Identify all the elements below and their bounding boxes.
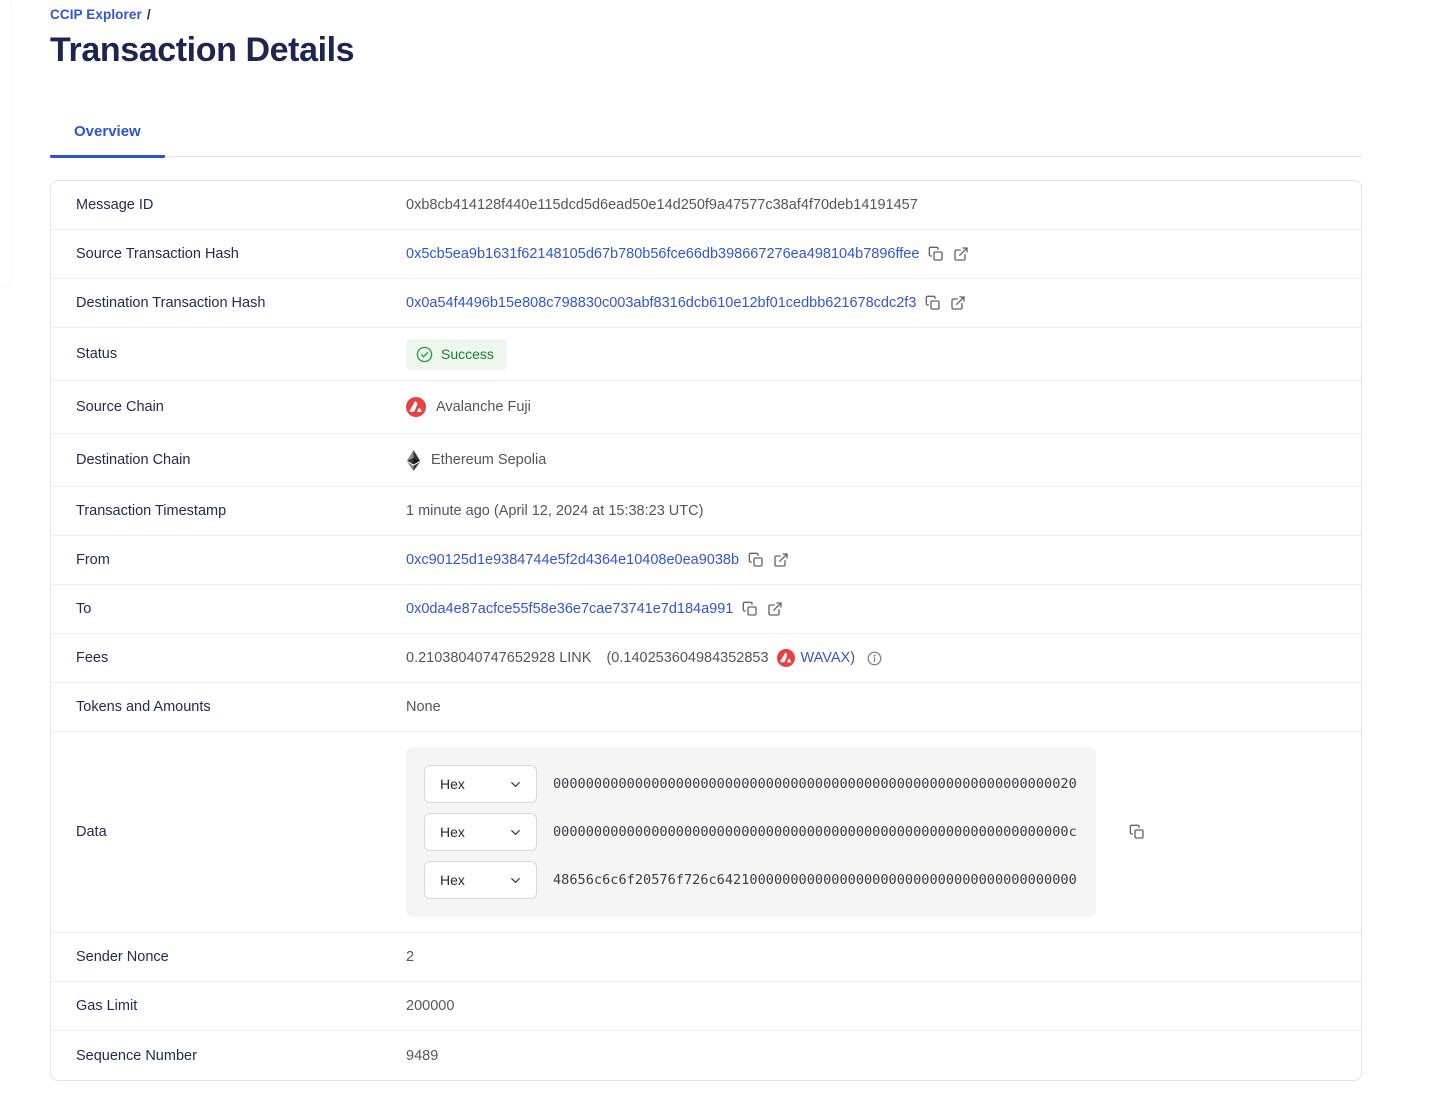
source-chain-name: Avalanche Fuji bbox=[436, 399, 531, 415]
copy-icon[interactable] bbox=[748, 552, 764, 568]
copy-icon[interactable] bbox=[928, 246, 944, 262]
hex-select-value: Hex bbox=[440, 824, 465, 840]
fees-paren-close: ) bbox=[850, 650, 856, 666]
data-hex-value: 0000000000000000000000000000000000000000… bbox=[553, 824, 1077, 840]
from-label: From bbox=[76, 552, 110, 568]
copy-icon[interactable] bbox=[742, 601, 758, 617]
timestamp-label: Transaction Timestamp bbox=[76, 503, 227, 519]
wavax-token-link[interactable]: WAVAX bbox=[800, 650, 851, 666]
status-text: Success bbox=[441, 346, 494, 362]
chevron-down-icon bbox=[508, 825, 523, 840]
row-data: Data Hex 0000000000000000000000000000000… bbox=[51, 732, 1361, 933]
avalanche-icon bbox=[776, 649, 795, 667]
fees-label: Fees bbox=[76, 650, 109, 666]
external-link-icon[interactable] bbox=[953, 246, 969, 262]
transaction-details-page: CCIP Explorer / Transaction Details Overv… bbox=[50, 7, 1362, 1081]
tab-bar: Overview bbox=[50, 123, 1362, 158]
gas-limit-label: Gas Limit bbox=[76, 998, 138, 1014]
data-line: Hex 48656c6c6f20576f726c6421000000000000… bbox=[424, 861, 1078, 899]
sequence-number-value: 9489 bbox=[406, 1047, 439, 1064]
sequence-number-label: Sequence Number bbox=[76, 1047, 197, 1064]
tokens-and-amounts-value: None bbox=[406, 699, 441, 715]
source-chain-label: Source Chain bbox=[76, 399, 164, 415]
row-source-tx-hash: Source Transaction Hash 0x5cb5ea9b1631f6… bbox=[51, 230, 1361, 279]
hex-encoding-select[interactable]: Hex bbox=[424, 765, 537, 803]
breadcrumb-separator: / bbox=[146, 7, 151, 22]
row-tokens-and-amounts: Tokens and Amounts None bbox=[51, 683, 1361, 732]
external-link-icon[interactable] bbox=[773, 552, 789, 568]
row-dest-tx-hash: Destination Transaction Hash 0x0a54f4496… bbox=[51, 279, 1361, 328]
chevron-down-icon bbox=[508, 777, 523, 792]
row-fees: Fees 0.21038040747652928 LINK (0.1402536… bbox=[51, 634, 1361, 683]
info-icon[interactable] bbox=[867, 651, 882, 666]
hex-select-value: Hex bbox=[440, 776, 465, 792]
row-status: Status Success bbox=[51, 328, 1361, 381]
status-label: Status bbox=[76, 346, 118, 362]
to-label: To bbox=[76, 601, 92, 617]
fees-link-amount: 0.21038040747652928 LINK bbox=[406, 650, 592, 666]
data-line: Hex 000000000000000000000000000000000000… bbox=[424, 765, 1078, 803]
check-circle-icon bbox=[416, 346, 433, 363]
hex-select-value: Hex bbox=[440, 872, 465, 888]
data-hex-value: 0000000000000000000000000000000000000000… bbox=[553, 776, 1077, 792]
gas-limit-value: 200000 bbox=[406, 998, 455, 1014]
external-link-icon[interactable] bbox=[767, 601, 783, 617]
message-id-value: 0xb8cb414128f440e115dcd5d6ead50e14d250f9… bbox=[406, 197, 918, 213]
timestamp-value: 1 minute ago (April 12, 2024 at 15:38:23… bbox=[406, 503, 704, 519]
source-tx-hash-label: Source Transaction Hash bbox=[76, 246, 239, 262]
sender-nonce-value: 2 bbox=[406, 949, 415, 965]
data-hex-value: 48656c6c6f20576f726c64210000000000000000… bbox=[553, 872, 1077, 888]
fees-value: 0.21038040747652928 LINK (0.140253604984… bbox=[406, 649, 882, 667]
details-card: Message ID 0xb8cb414128f440e115dcd5d6ead… bbox=[50, 180, 1362, 1081]
breadcrumb: CCIP Explorer / bbox=[50, 7, 1362, 22]
hex-encoding-select[interactable]: Hex bbox=[424, 861, 537, 899]
copy-icon[interactable] bbox=[925, 295, 941, 311]
from-address-link[interactable]: 0xc90125d1e9384744e5f2d4364e10408e0ea903… bbox=[406, 552, 740, 568]
dest-chain-label: Destination Chain bbox=[76, 452, 191, 468]
chevron-down-icon bbox=[508, 873, 523, 888]
tokens-and-amounts-label: Tokens and Amounts bbox=[76, 699, 211, 715]
data-label: Data bbox=[76, 824, 107, 840]
avalanche-icon bbox=[406, 397, 426, 417]
row-dest-chain: Destination Chain Ethereum Sepolia bbox=[51, 434, 1361, 487]
dest-tx-hash-link[interactable]: 0x0a54f4496b15e808c798830c003abf8316dcb6… bbox=[406, 295, 917, 311]
to-address-link[interactable]: 0x0da4e87acfce55f58e36e7cae73741e7d184a9… bbox=[406, 601, 734, 617]
row-sequence-number: Sequence Number 9489 bbox=[51, 1031, 1361, 1080]
dest-tx-hash-label: Destination Transaction Hash bbox=[76, 295, 266, 311]
breadcrumb-ccip-explorer-link[interactable]: CCIP Explorer bbox=[50, 7, 142, 22]
dest-chain-value: Ethereum Sepolia bbox=[406, 449, 547, 471]
data-line: Hex 000000000000000000000000000000000000… bbox=[424, 813, 1078, 851]
tab-overview[interactable]: Overview bbox=[50, 123, 165, 158]
row-to: To 0x0da4e87acfce55f58e36e7cae73741e7d18… bbox=[51, 585, 1361, 634]
row-sender-nonce: Sender Nonce 2 bbox=[51, 933, 1361, 982]
ethereum-icon bbox=[406, 449, 421, 471]
status-badge: Success bbox=[406, 338, 507, 370]
page-title: Transaction Details bbox=[50, 31, 355, 69]
row-gas-limit: Gas Limit 200000 bbox=[51, 982, 1361, 1031]
page-left-edge bbox=[0, 0, 10, 285]
row-timestamp: Transaction Timestamp 1 minute ago (Apri… bbox=[51, 487, 1361, 536]
row-from: From 0xc90125d1e9384744e5f2d4364e10408e0… bbox=[51, 536, 1361, 585]
source-tx-hash-link[interactable]: 0x5cb5ea9b1631f62148105d67b780b56fce66db… bbox=[406, 246, 920, 262]
row-source-chain: Source Chain Avalanche Fuji bbox=[51, 381, 1361, 434]
fees-wavax-amount: (0.140253604984352853 bbox=[606, 650, 769, 666]
copy-icon[interactable] bbox=[1129, 824, 1145, 840]
external-link-icon[interactable] bbox=[950, 295, 966, 311]
data-hex-box: Hex 000000000000000000000000000000000000… bbox=[406, 747, 1096, 917]
row-message-id: Message ID 0xb8cb414128f440e115dcd5d6ead… bbox=[51, 181, 1361, 230]
hex-encoding-select[interactable]: Hex bbox=[424, 813, 537, 851]
source-chain-value: Avalanche Fuji bbox=[406, 397, 531, 417]
message-id-label: Message ID bbox=[76, 197, 154, 213]
dest-chain-name: Ethereum Sepolia bbox=[431, 452, 547, 468]
sender-nonce-label: Sender Nonce bbox=[76, 949, 169, 965]
